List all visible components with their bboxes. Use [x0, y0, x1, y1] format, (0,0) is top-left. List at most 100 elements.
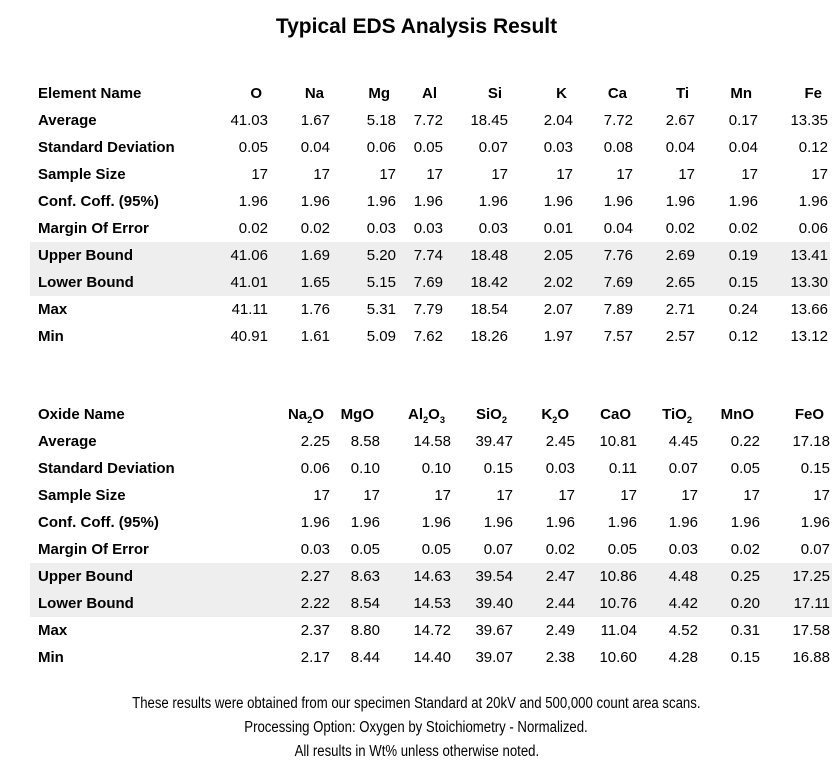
cell-value: 2.17 [300, 649, 330, 666]
cell-value: 0.02 [728, 220, 758, 237]
cell-value: 18.54 [470, 301, 508, 318]
cell-value: 39.47 [475, 433, 513, 450]
cell-value: 2.07 [543, 301, 573, 318]
cell-value: 0.02 [300, 220, 330, 237]
column-header: O [250, 85, 262, 102]
cell-value: 2.47 [545, 568, 575, 585]
cell-value: 0.06 [798, 220, 828, 237]
table-row: Upper Bound 2.27 8.63 14.63 39.54 2.47 10.86 4.… [30, 563, 832, 590]
table-row: Lower Bound 41.01 1.65 5.15 7.69 18.42 2.02 7.6… [30, 269, 830, 296]
cell-value: 41.11 [231, 301, 268, 318]
table-row: Average 2.25 8.58 14.58 39.47 2.45 10.81 4.45 0.… [30, 428, 832, 455]
column-header: Si [487, 85, 502, 102]
cell-value: 1.96 [728, 193, 758, 210]
cell-value: 17 [813, 487, 830, 504]
cell-value: 0.05 [238, 139, 268, 156]
cell-value: 1.96 [413, 193, 443, 210]
cell-value: 0.11 [608, 460, 637, 477]
cell-value: 41.01 [230, 274, 268, 291]
footer-note-1: These results were obtained from our spe… [132, 695, 701, 712]
cell-value: 10.86 [599, 568, 637, 585]
eds-report-page: Typical EDS Analysis Result Element Name… [0, 13, 833, 772]
cell-value: 0.03 [413, 220, 443, 237]
column-header: Na [304, 85, 324, 102]
cell-value: 0.05 [413, 139, 443, 156]
cell-value: 17 [426, 166, 443, 183]
row-label: Margin Of Error [38, 541, 149, 558]
row-label: Standard Deviation [38, 460, 175, 477]
cell-value: 10.81 [599, 433, 637, 450]
cell-value: 0.15 [730, 649, 760, 666]
table-row: Min 2.17 8.44 14.40 39.07 2.38 10.60 4.28 0.15 16… [30, 644, 832, 671]
cell-value: 0.05 [350, 541, 380, 558]
cell-value: 0.08 [603, 139, 633, 156]
footer-note-line: Processing Option: Oxygen by Stoichiomet… [0, 716, 833, 740]
page-title: Typical EDS Analysis Result [275, 15, 558, 38]
cell-value: 7.89 [603, 301, 633, 318]
cell-value: 0.04 [728, 139, 758, 156]
cell-value: 0.05 [421, 541, 451, 558]
cell-value: 2.67 [665, 112, 695, 129]
header-row: Element Name O Na Mg Al Si K Ca Ti Mn Fe [30, 80, 830, 107]
cell-value: 13.30 [790, 274, 828, 291]
cell-value: 1.96 [545, 514, 575, 531]
cell-value: 4.28 [668, 649, 698, 666]
cell-value: 2.25 [300, 433, 330, 450]
cell-value: 14.40 [413, 649, 451, 666]
column-header: Mn [730, 85, 752, 102]
cell-value: 0.10 [350, 460, 380, 477]
cell-value: 0.07 [800, 541, 830, 558]
column-header: Al2O3 [407, 406, 445, 425]
cell-value: 8.58 [350, 433, 380, 450]
column-header: FeO [794, 406, 824, 423]
cell-value: 7.76 [603, 247, 633, 264]
cell-value: 5.09 [366, 328, 396, 345]
row-label: Conf. Coff. (95%) [38, 193, 159, 210]
table-row: Conf. Coff. (95%) 1.96 1.96 1.96 1.96 1.96 1.9… [30, 509, 832, 536]
cell-value: 0.02 [665, 220, 695, 237]
cell-value: 0.22 [730, 433, 760, 450]
cell-value: 11.04 [600, 622, 637, 639]
cell-value: 2.49 [545, 622, 575, 639]
cell-value: 2.38 [545, 649, 575, 666]
cell-value: 1.96 [800, 514, 830, 531]
cell-value: 0.15 [728, 274, 758, 291]
cell-value: 4.48 [668, 568, 698, 585]
cell-value: 17 [811, 166, 828, 183]
cell-value: 17 [496, 487, 513, 504]
cell-value: 13.12 [790, 328, 828, 345]
cell-value: 5.15 [366, 274, 396, 291]
cell-value: 8.63 [350, 568, 380, 585]
cell-value: 1.67 [300, 112, 330, 129]
cell-value: 2.22 [300, 595, 330, 612]
cell-value: 2.44 [545, 595, 575, 612]
row-label: Min [38, 328, 64, 345]
cell-value: 1.96 [607, 514, 637, 531]
cell-value: 1.76 [300, 301, 330, 318]
cell-value: 2.27 [300, 568, 330, 585]
row-label: Min [38, 649, 64, 666]
cell-value: 2.69 [665, 247, 695, 264]
row-label: Average [38, 433, 97, 450]
cell-value: 18.45 [470, 112, 508, 129]
cell-value: 1.96 [798, 193, 828, 210]
cell-value: 7.69 [413, 274, 443, 291]
cell-value: 1.61 [300, 328, 330, 345]
cell-value: 0.06 [300, 460, 330, 477]
row-label: Sample Size [38, 487, 126, 504]
cell-value: 0.04 [300, 139, 330, 156]
cell-value: 1.96 [665, 193, 695, 210]
cell-value: 4.52 [668, 622, 698, 639]
cell-value: 0.03 [300, 541, 330, 558]
column-header: MnO [720, 406, 754, 423]
table-row: Conf. Coff. (95%) 1.96 1.96 1.96 1.96 1.96 1.9… [30, 188, 830, 215]
cell-value: 0.02 [238, 220, 268, 237]
cell-value: 39.67 [475, 622, 513, 639]
cell-value: 18.26 [470, 328, 508, 345]
table-row: Sample Size 17 17 17 17 17 17 17 17 17 [30, 482, 832, 509]
table-row: Max 41.11 1.76 5.31 7.79 18.54 2.07 7.89 2.71 0.2… [30, 296, 830, 323]
cell-value: 0.20 [730, 595, 760, 612]
cell-value: 5.18 [366, 112, 396, 129]
cell-value: 0.07 [478, 139, 508, 156]
table-row: Standard Deviation 0.06 0.10 0.10 0.15 0.03 0.… [30, 455, 832, 482]
